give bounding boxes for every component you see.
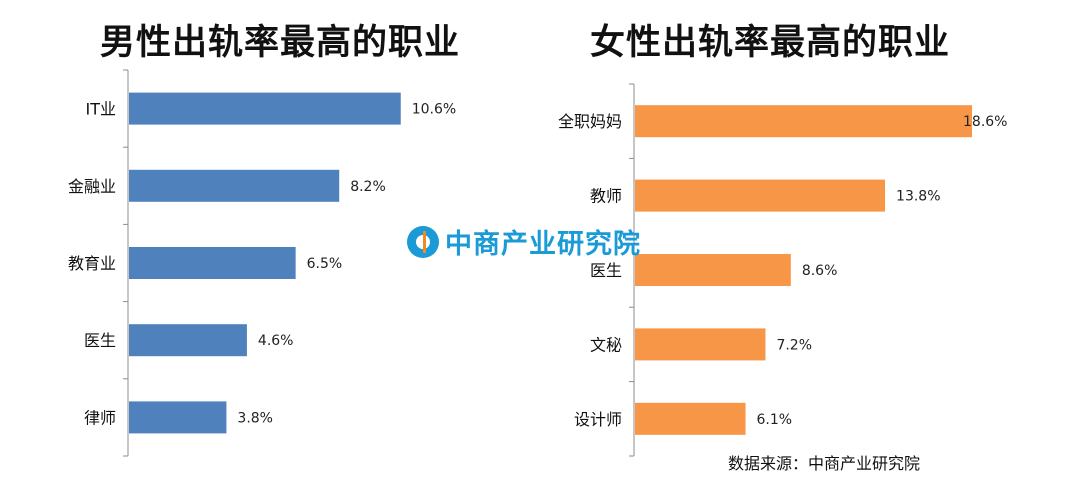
female-chart-title: 女性出轨率最高的职业 <box>590 22 951 63</box>
male-category-label: 金融业 <box>68 177 116 196</box>
female-bar <box>635 105 972 138</box>
male-category-label: IT业 <box>86 100 117 119</box>
female-bar <box>635 402 746 435</box>
watermark-text: 中商产业研究院 <box>445 229 641 260</box>
male-category-label: 教育业 <box>68 254 116 273</box>
male-value-label: 10.6% <box>412 102 456 118</box>
male-bar <box>129 324 247 357</box>
female-bar <box>635 254 791 286</box>
female-bar <box>635 179 886 212</box>
female-category-label: 全职妈妈 <box>558 112 622 131</box>
female-bar <box>635 328 766 361</box>
male-bar <box>129 92 401 125</box>
data-source-note: 数据来源：中商产业研究院 <box>728 454 921 473</box>
zhongshang-logo-icon <box>407 225 439 258</box>
male-chart-title: 男性出轨率最高的职业 <box>100 22 461 63</box>
female-value-label: 6.1% <box>757 412 793 428</box>
female-category-label: 设计师 <box>574 410 622 429</box>
male-value-label: 6.5% <box>307 256 343 272</box>
female-category-label: 医生 <box>590 261 622 280</box>
female-category-label: 教师 <box>590 187 622 206</box>
watermark: 中商产业研究院 <box>407 222 641 261</box>
female-value-label: 7.2% <box>776 337 812 353</box>
male-bar <box>129 401 227 434</box>
female-value-label: 18.6% <box>963 114 1007 130</box>
male-bar <box>129 169 340 202</box>
female-value-label: 8.6% <box>802 263 838 279</box>
male-value-label: 4.6% <box>258 333 294 349</box>
female-category-label: 文秘 <box>590 335 622 354</box>
female-value-label: 13.8% <box>896 189 940 205</box>
male-value-label: 3.8% <box>237 410 273 426</box>
male-value-label: 8.2% <box>350 179 386 195</box>
male-category-label: 医生 <box>84 331 116 350</box>
male-category-label: 律师 <box>84 408 116 427</box>
male-bar <box>129 247 296 279</box>
